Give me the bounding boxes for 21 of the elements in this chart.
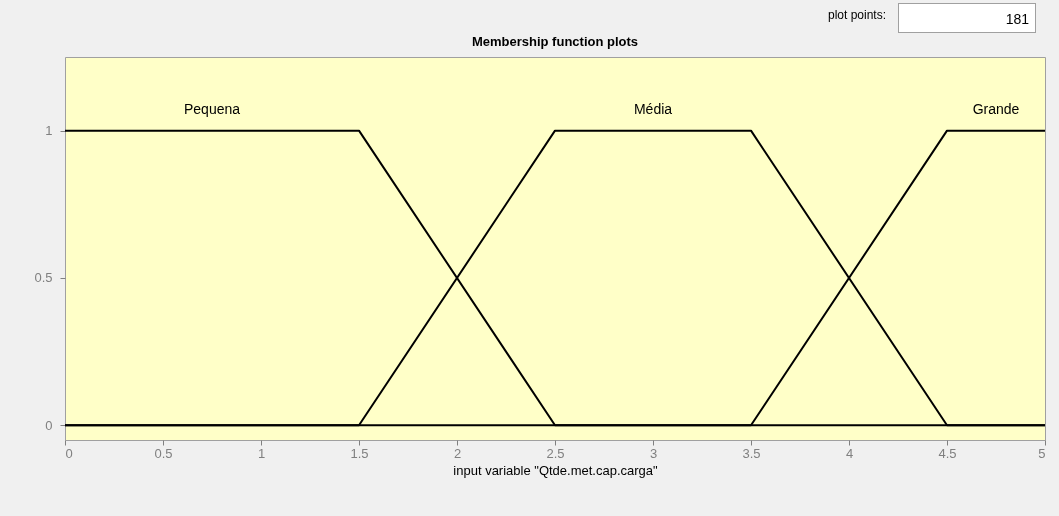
x-tick-label: 4.5 — [938, 445, 957, 461]
x-tick-label: 1.5 — [350, 445, 369, 461]
x-tick-label: 5 — [1038, 445, 1046, 461]
number-field: 181 — [898, 3, 1036, 33]
x-tick-label: 2 — [453, 445, 462, 461]
series-label: Média — [633, 100, 673, 117]
x-tick-label: 0 — [65, 445, 73, 461]
x-tick-label: 0.5 — [154, 445, 173, 461]
x-tick-label: 3.5 — [742, 445, 761, 461]
y-tick-label: 0.5 — [34, 270, 53, 286]
chart-title: Membership function plots — [471, 34, 639, 49]
y-tick-label: 0 — [45, 417, 53, 433]
x-tick-label: 3 — [649, 445, 658, 461]
y-tick-label: 1 — [45, 123, 53, 139]
x-tick-label: 4 — [845, 445, 854, 461]
text: plot points: — [828, 8, 887, 22]
x-tick-label: 1 — [257, 445, 266, 461]
series-label: Grande — [972, 100, 1020, 117]
x-tick-label: 2.5 — [546, 445, 565, 461]
x-axis-title: input variable "Qtde.met.cap.carga" — [453, 462, 659, 478]
series-label: Pequena — [183, 100, 241, 117]
